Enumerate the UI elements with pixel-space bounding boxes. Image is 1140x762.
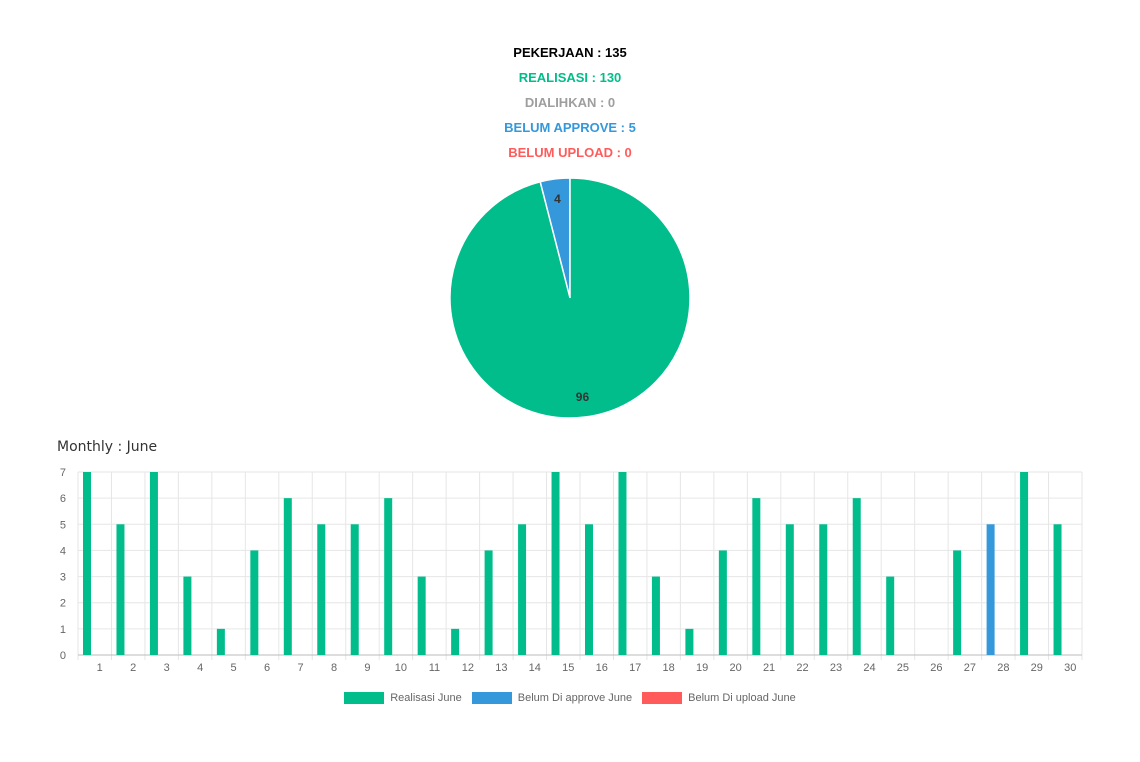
- legend-swatch-belum-upload: [642, 692, 683, 704]
- x-tick-label: 11: [429, 662, 440, 674]
- bar-realisasi-june-24[interactable]: [852, 498, 861, 655]
- pie-chart: 4 96: [449, 177, 691, 419]
- x-tick-label: 22: [796, 662, 808, 674]
- y-tick-label: 3: [60, 572, 66, 584]
- summary-stats: PEKERJAAN : 135 REALISASI : 130 DIALIHKA…: [0, 40, 1140, 165]
- y-tick-label: 5: [60, 519, 66, 531]
- x-tick-label: 10: [395, 662, 407, 674]
- bar-realisasi-june-7[interactable]: [283, 498, 292, 655]
- bar-realisasi-june-4[interactable]: [183, 576, 192, 655]
- bar-realisasi-june-25[interactable]: [886, 576, 895, 655]
- x-tick-label: 6: [264, 662, 270, 674]
- bar-realisasi-june-17[interactable]: [618, 472, 627, 655]
- x-tick-label: 3: [164, 662, 170, 674]
- bar-realisasi-june-8[interactable]: [317, 524, 326, 655]
- bar-realisasi-june-18[interactable]: [651, 576, 660, 655]
- x-tick-label: 8: [331, 662, 337, 674]
- y-tick-label: 1: [60, 624, 66, 636]
- legend-label-belum-upload: Belum Di upload June: [688, 692, 796, 704]
- bar-realisasi-june-15[interactable]: [551, 472, 560, 655]
- bar-realisasi-june-21[interactable]: [752, 498, 761, 655]
- pie-label-realisasi: 96: [576, 390, 590, 404]
- bar-realisasi-june-12[interactable]: [451, 628, 460, 655]
- belum-upload-count: BELUM UPLOAD : 0: [508, 145, 632, 160]
- x-tick-label: 7: [297, 662, 303, 674]
- y-tick-label: 6: [60, 493, 66, 505]
- bar-realisasi-june-19[interactable]: [685, 628, 694, 655]
- bar-realisasi-june-9[interactable]: [350, 524, 359, 655]
- x-tick-label: 28: [997, 662, 1009, 674]
- x-tick-label: 25: [897, 662, 909, 674]
- x-tick-label: 17: [629, 662, 641, 674]
- pie-slice-realisasi[interactable]: [449, 177, 691, 419]
- x-tick-label: 18: [663, 662, 675, 674]
- x-tick-label: 4: [197, 662, 203, 674]
- x-tick-label: 16: [596, 662, 608, 674]
- bar-realisasi-june-10[interactable]: [384, 498, 393, 655]
- realisasi-count: REALISASI : 130: [518, 70, 622, 85]
- bar-chart-legend: Realisasi June Belum Di approve June Bel…: [0, 692, 1140, 704]
- x-tick-label: 5: [231, 662, 237, 674]
- x-tick-label: 30: [1064, 662, 1076, 674]
- bar-realisasi-june-13[interactable]: [484, 550, 493, 655]
- dialihkan-count: DIALIHKAN : 0: [524, 95, 616, 110]
- y-tick-label: 4: [60, 545, 66, 557]
- x-tick-label: 20: [729, 662, 741, 674]
- pie-label-belum-di-approve: 4: [554, 192, 561, 206]
- x-tick-label: 24: [863, 662, 875, 674]
- x-tick-label: 29: [1031, 662, 1043, 674]
- legend-swatch-belum-approve: [471, 692, 512, 704]
- x-tick-label: 1: [97, 662, 103, 674]
- legend-item-realisasi[interactable]: Realisasi June: [344, 692, 462, 704]
- bar-realisasi-june-14[interactable]: [518, 524, 527, 655]
- x-tick-label: 26: [930, 662, 942, 674]
- x-tick-label: 15: [562, 662, 574, 674]
- bar-realisasi-june-5[interactable]: [216, 628, 225, 655]
- bar-belum-di-approve-june-28[interactable]: [986, 524, 995, 655]
- x-tick-label: 23: [830, 662, 842, 674]
- x-tick-label: 12: [462, 662, 474, 674]
- bar-realisasi-june-11[interactable]: [417, 576, 426, 655]
- bar-realisasi-june-16[interactable]: [585, 524, 593, 655]
- legend-label-belum-approve: Belum Di approve June: [517, 692, 633, 704]
- x-tick-label: 27: [964, 662, 976, 674]
- y-tick-label: 0: [60, 650, 66, 662]
- belum-approve-count: BELUM APPROVE : 5: [504, 120, 636, 135]
- pekerjaan-count: PEKERJAAN : 135: [513, 45, 627, 60]
- x-tick-label: 13: [495, 662, 507, 674]
- bar-realisasi-june-22[interactable]: [785, 524, 794, 655]
- y-tick-label: 7: [60, 467, 66, 479]
- x-tick-label: 9: [364, 662, 370, 674]
- legend-item-belum-upload[interactable]: Belum Di upload June: [642, 692, 796, 704]
- bar-realisasi-june-6[interactable]: [250, 550, 259, 655]
- bar-realisasi-june-1[interactable]: [83, 472, 91, 655]
- legend-swatch-realisasi: [344, 692, 385, 704]
- x-tick-label: 21: [763, 662, 775, 674]
- x-tick-label: 14: [529, 662, 541, 674]
- bar-realisasi-june-2[interactable]: [116, 524, 125, 655]
- bar-realisasi-june-27[interactable]: [953, 550, 962, 655]
- x-tick-label: 19: [696, 662, 708, 674]
- legend-item-belum-approve[interactable]: Belum Di approve June: [471, 692, 633, 704]
- bar-realisasi-june-29[interactable]: [1020, 472, 1029, 655]
- bar-realisasi-june-3[interactable]: [149, 472, 158, 655]
- bar-realisasi-june-30[interactable]: [1053, 524, 1062, 655]
- bar-realisasi-june-20[interactable]: [718, 550, 727, 655]
- legend-label-realisasi: Realisasi June: [390, 692, 462, 704]
- bar-realisasi-june-23[interactable]: [819, 524, 828, 655]
- y-tick-label: 2: [60, 598, 66, 610]
- monthly-chart-title: Monthly : June: [57, 439, 158, 455]
- x-tick-label: 2: [130, 662, 136, 674]
